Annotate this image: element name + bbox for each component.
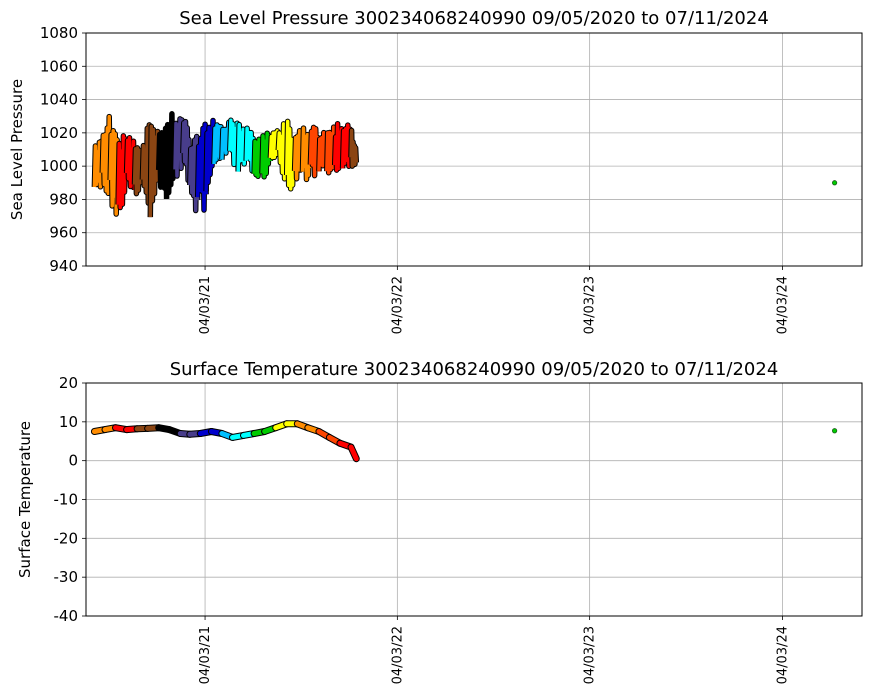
chart-title: Surface Temperature 300234068240990 09/0… [170,359,779,380]
y-tick-label: -40 [54,607,79,625]
chart-2: -40 -30 -20 -10 0 10 20 04/03/21 04/03/22 04/03/2… [16,359,862,684]
x-tick-label: 04/03/23 [583,276,598,334]
y-tick-label: 940 [49,257,78,275]
y-tick-label: -30 [54,568,79,586]
y-tick-label: 1080 [40,24,78,42]
y-tick-label: -10 [54,491,79,509]
x-tick-label: 04/03/22 [390,626,405,684]
y-tick-label: 1020 [40,124,78,142]
y-axis-label: Surface Temperature [16,421,34,578]
x-tick-label: 04/03/21 [198,626,213,684]
chart-title: Sea Level Pressure 300234068240990 09/05… [179,8,769,29]
y-tick-label: 1040 [40,91,78,109]
x-tick-label: 04/03/23 [583,626,598,684]
y-tick-label: 0 [68,452,78,470]
x-tick-label: 04/03/21 [198,276,213,334]
x-tick-label: 04/03/22 [390,276,405,334]
figure: 9409609801000102010401060108004/03/21 04/… [0,0,870,699]
chart-1: 940 960 980 1000 1020 1040 1060 1080 04/03/21 04/… [8,8,862,334]
y-tick-label: 10 [59,413,78,431]
y-tick-label: 1000 [40,157,78,175]
y-tick-label: 980 [49,190,78,208]
y-tick-label: 1060 [40,57,78,75]
y-axis-label: Sea Level Pressure [8,79,26,220]
data-point [832,429,836,433]
y-tick-label: -20 [54,529,79,547]
data-point [832,181,836,185]
y-tick-label: 960 [49,224,78,242]
y-tick-label: 20 [59,374,78,392]
x-tick-label: 04/03/24 [775,626,790,684]
x-tick-label: 04/03/24 [775,276,790,334]
